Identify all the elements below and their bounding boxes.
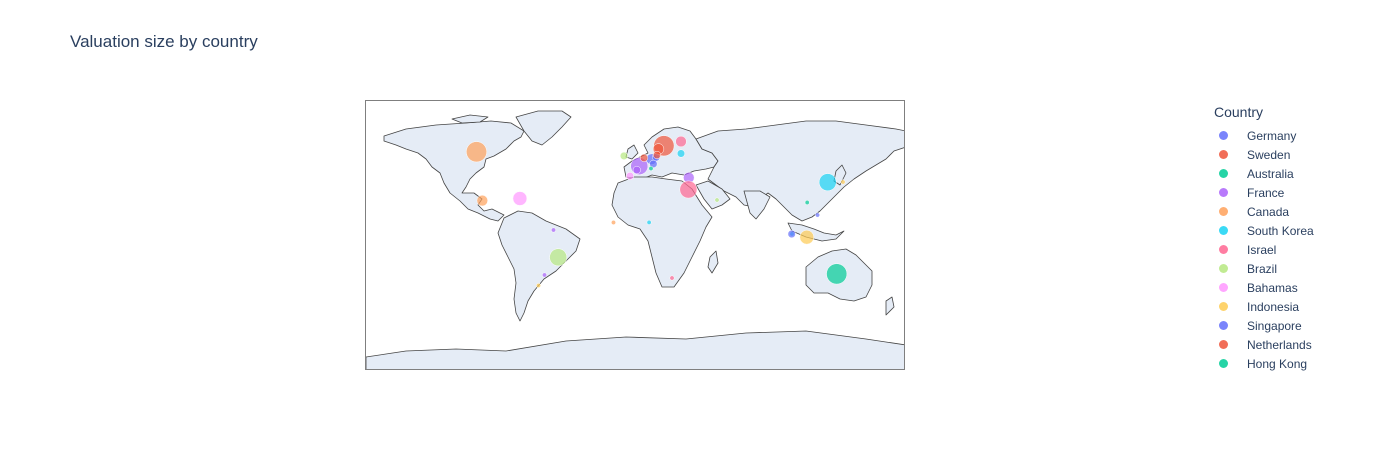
marker-israel[interactable]: [675, 135, 687, 148]
legend-label: Sweden: [1247, 147, 1291, 162]
marker-south-korea[interactable]: [646, 219, 652, 225]
legend-item-indonesia[interactable]: Indonesia: [1214, 297, 1314, 316]
land-layer: [366, 110, 904, 369]
indonesia-islands-land: [787, 222, 845, 242]
africa-land: [611, 176, 713, 288]
antarctica-land: [366, 330, 904, 369]
legend-item-australia[interactable]: Australia: [1214, 164, 1314, 183]
marker-canada[interactable]: [611, 220, 616, 225]
marker-bahamas[interactable]: [625, 171, 635, 181]
legend-item-canada[interactable]: Canada: [1214, 202, 1314, 221]
marker-indonesia[interactable]: [799, 229, 815, 245]
marker-germany[interactable]: [649, 159, 658, 168]
marker-france[interactable]: [632, 165, 641, 175]
legend-marker: [1219, 150, 1228, 159]
marker-israel[interactable]: [679, 180, 698, 199]
legend-marker: [1219, 169, 1228, 178]
legend-items: Germany Sweden Australia France Canada South …: [1214, 126, 1314, 373]
legend-marker: [1219, 340, 1228, 349]
marker-france[interactable]: [551, 227, 556, 233]
legend-label: Brazil: [1247, 261, 1278, 276]
arctic-islands-land: [451, 114, 489, 124]
legend-title: Country: [1214, 104, 1264, 120]
legend-item-netherlands[interactable]: Netherlands: [1214, 335, 1314, 354]
legend: Country Germany Sweden Australia France Cana…: [1214, 104, 1314, 373]
marker-israel[interactable]: [669, 275, 675, 281]
marker-singapore[interactable]: [787, 229, 796, 239]
legend-marker: [1219, 264, 1228, 273]
legend-item-germany[interactable]: Germany: [1214, 126, 1314, 145]
marker-indonesia[interactable]: [840, 179, 846, 185]
marker-indonesia[interactable]: [536, 283, 541, 288]
legend-item-israel[interactable]: Israel: [1214, 240, 1314, 259]
marker-singapore[interactable]: [815, 212, 820, 218]
legend-label: Australia: [1247, 166, 1294, 181]
world-map[interactable]: [366, 101, 905, 370]
legend-label: Canada: [1247, 204, 1290, 219]
marker-brazil[interactable]: [619, 151, 629, 160]
legend-marker: [1219, 283, 1228, 292]
marker-france[interactable]: [542, 272, 547, 278]
marker-bahamas[interactable]: [512, 191, 528, 206]
marker-brazil[interactable]: [714, 197, 720, 203]
india-land: [743, 190, 771, 220]
legend-item-singapore[interactable]: Singapore: [1214, 316, 1314, 335]
legend-marker: [1219, 226, 1228, 235]
chart-title: Valuation size by country: [70, 32, 258, 51]
marker-canada[interactable]: [476, 194, 488, 207]
legend-marker: [1219, 302, 1228, 311]
legend-label: France: [1247, 185, 1285, 200]
legend-marker: [1219, 207, 1228, 216]
marker-hong-kong[interactable]: [648, 166, 654, 171]
legend-item-brazil[interactable]: Brazil: [1214, 259, 1314, 278]
legend-item-sweden[interactable]: Sweden: [1214, 145, 1314, 164]
legend-item-bahamas[interactable]: Bahamas: [1214, 278, 1314, 297]
greenland-land: [515, 110, 572, 146]
legend-marker: [1219, 321, 1228, 330]
legend-item-south-korea[interactable]: South Korea: [1214, 221, 1314, 240]
legend-marker: [1219, 245, 1228, 254]
legend-label: South Korea: [1247, 223, 1314, 238]
arabia-land: [695, 180, 731, 210]
south-america-land: [497, 210, 581, 322]
legend-marker: [1219, 188, 1228, 197]
new-zealand-land: [885, 296, 895, 316]
marker-netherlands[interactable]: [639, 153, 649, 162]
legend-marker: [1219, 359, 1228, 368]
legend-label: Germany: [1247, 128, 1297, 143]
legend-label: Israel: [1247, 242, 1277, 257]
legend-label: Indonesia: [1247, 299, 1300, 314]
madagascar-land: [707, 250, 719, 274]
marker-layer: [466, 135, 848, 288]
asia-land: [695, 120, 904, 222]
legend-label: Netherlands: [1247, 337, 1312, 352]
legend-label: Hong Kong: [1247, 356, 1308, 371]
marker-south-korea[interactable]: [818, 173, 837, 192]
map-frame[interactable]: [365, 100, 905, 370]
legend-item-hong-kong[interactable]: Hong Kong: [1214, 354, 1314, 373]
north-america-land: [383, 120, 525, 222]
marker-south-korea[interactable]: [676, 149, 686, 158]
legend-label: Singapore: [1247, 318, 1302, 333]
marker-hong-kong[interactable]: [804, 200, 810, 205]
marker-netherlands[interactable]: [652, 150, 662, 160]
legend-label: Bahamas: [1247, 280, 1298, 295]
marker-brazil[interactable]: [549, 248, 568, 267]
legend-item-france[interactable]: France: [1214, 183, 1314, 202]
marker-australia[interactable]: [826, 263, 848, 285]
legend-marker: [1219, 131, 1228, 140]
marker-canada[interactable]: [466, 141, 487, 163]
